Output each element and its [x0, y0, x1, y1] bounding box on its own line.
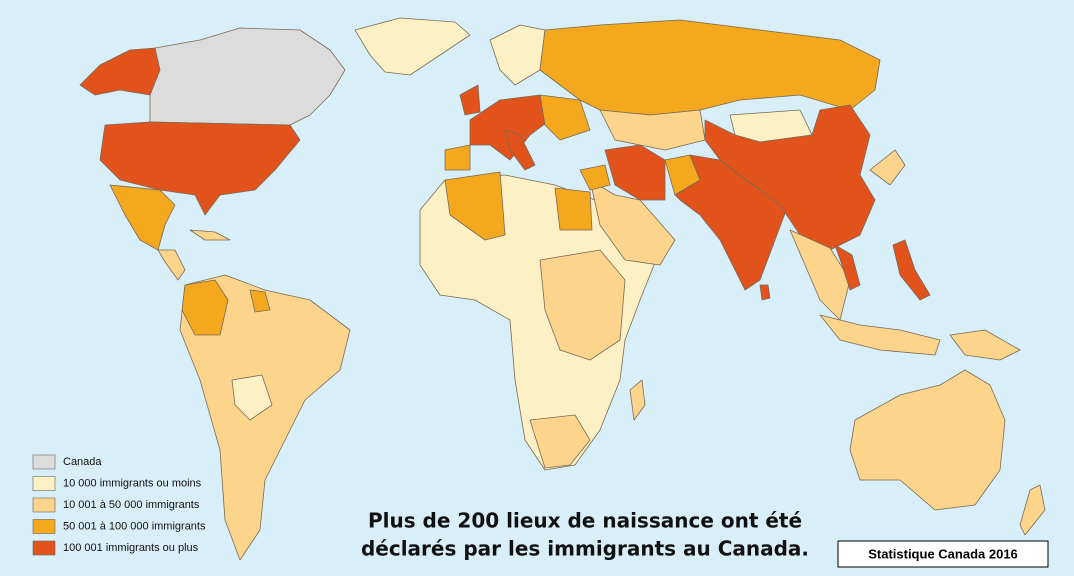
- new-guinea: [949, 329, 1021, 361]
- korea-japan: [869, 149, 906, 186]
- new-zealand: [1019, 484, 1046, 536]
- legend-swatch: [32, 519, 56, 534]
- portugal-spain: [444, 144, 471, 171]
- mexico: [109, 184, 176, 251]
- arabia: [589, 179, 676, 266]
- australia: [849, 369, 1006, 511]
- south-america: [179, 274, 351, 561]
- greenland: [354, 17, 471, 76]
- russia: [539, 19, 881, 116]
- western-europe: [469, 94, 551, 161]
- africa: [419, 174, 661, 471]
- legend-swatch: [32, 454, 56, 470]
- iran: [604, 144, 666, 201]
- vietnam: [834, 244, 861, 291]
- madagascar: [629, 379, 646, 421]
- colombia: [181, 279, 229, 336]
- indonesia: [819, 314, 941, 356]
- uk: [459, 84, 481, 116]
- legend-label: 100 001 immigrants ou plus: [63, 542, 199, 554]
- bolivia: [231, 374, 273, 421]
- eastern-europe: [539, 94, 591, 141]
- source: Statistique Canada 2016: [868, 546, 1018, 561]
- usa: [99, 121, 301, 216]
- legend-label: Canada: [63, 456, 102, 468]
- sri-lanka: [759, 284, 771, 301]
- china: [704, 104, 876, 251]
- legend-swatch: [32, 497, 56, 513]
- philippines: [892, 239, 931, 301]
- legend: Canada 10 000 immigrants ou moins 10 001 à…: [32, 454, 206, 556]
- canada: [149, 27, 346, 126]
- legend-swatch: [32, 476, 56, 491]
- countries: [79, 17, 1046, 561]
- caption-line: Plus de 200 lieux de naissance ont été: [368, 509, 802, 533]
- legend-label: 50 001 à 100 000 immigrants: [63, 520, 206, 532]
- legend-label: 10 001 à 50 000 immigrants: [63, 499, 200, 511]
- legend-label: 10 000 immigrants ou moins: [63, 477, 202, 489]
- algeria: [444, 171, 506, 241]
- source-box: [837, 540, 1049, 568]
- guyana: [249, 289, 271, 313]
- egypt: [554, 187, 593, 231]
- italy: [504, 129, 536, 171]
- levant: [579, 164, 611, 191]
- caribbean: [189, 229, 231, 241]
- central-east-africa: [539, 249, 626, 361]
- legend-swatch: [32, 540, 56, 556]
- central-america: [157, 249, 186, 281]
- caption-line: déclarés par les immigrants au Canada.: [361, 537, 809, 561]
- south-africa: [529, 414, 591, 469]
